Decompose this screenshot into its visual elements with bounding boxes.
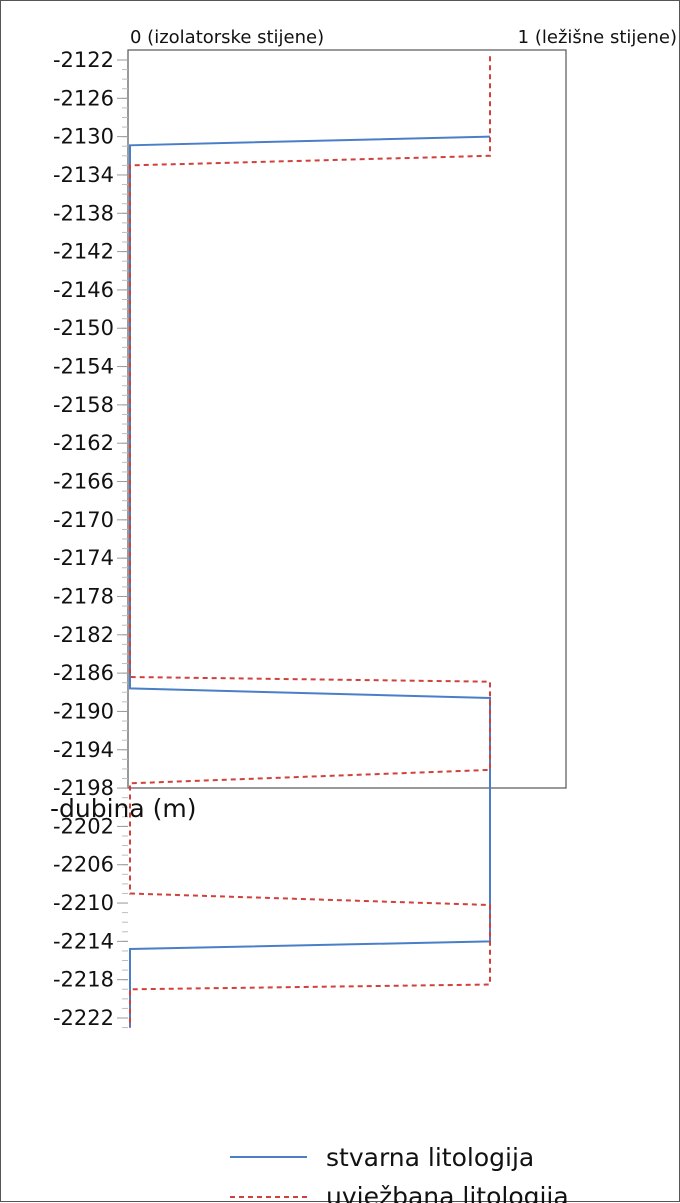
legend-label-uvjezbana: uvježbana litologija [326, 1182, 569, 1203]
y-tick-label: -2162 [53, 431, 114, 455]
y-tick-label: -2158 [53, 393, 114, 417]
y-tick-label: -2206 [53, 853, 114, 877]
y-tick-label: -2122 [53, 48, 114, 72]
y-axis-ticks: -2122 -2126 -2130 -2134 -2138 -2142 -2146 -2150… [53, 48, 128, 1030]
y-tick-label: -2138 [53, 201, 114, 225]
y-tick-label: -2142 [53, 240, 114, 264]
y-tick-label: -2186 [53, 661, 114, 685]
y-tick-label: -2198 [53, 776, 114, 800]
y-minor-ticks [122, 59, 128, 1029]
y-tick-label: -2210 [53, 891, 114, 915]
y-tick-label: -2218 [53, 968, 114, 992]
y-tick-label: -2202 [53, 814, 114, 838]
x-label-left: 0 (izolatorske stijene) [130, 27, 324, 48]
x-label-right: 1 (ležišne stijene) [518, 27, 677, 48]
series-layer [129, 56, 491, 1028]
y-tick-label: -2194 [53, 738, 114, 762]
series-line-stvarna [129, 135, 491, 1028]
legend-label-stvarna: stvarna litologija [326, 1143, 534, 1172]
series-line-uvjezbana [129, 56, 491, 1028]
y-tick-label: -2154 [53, 355, 114, 379]
y-tick-label: -2150 [53, 316, 114, 340]
plot-area [127, 49, 567, 789]
y-tick-label: -2222 [53, 1006, 114, 1030]
y-tick-label: -2178 [53, 584, 114, 608]
y-tick-label: -2182 [53, 623, 114, 647]
y-axis-title: -dubina (m) [50, 794, 197, 823]
y-tick-label: -2126 [53, 86, 114, 110]
legend: stvarna litologija uvježbana litologija [230, 1143, 569, 1203]
y-tick-label: -2214 [53, 929, 114, 953]
y-tick-label: -2174 [53, 546, 114, 570]
y-tick-label: -2146 [53, 278, 114, 302]
y-tick-label: -2190 [53, 699, 114, 723]
y-tick-label: -2166 [53, 470, 114, 494]
y-tick-label: -2134 [53, 163, 114, 187]
y-tick-label: -2170 [53, 508, 114, 532]
y-tick-label: -2130 [53, 125, 114, 149]
